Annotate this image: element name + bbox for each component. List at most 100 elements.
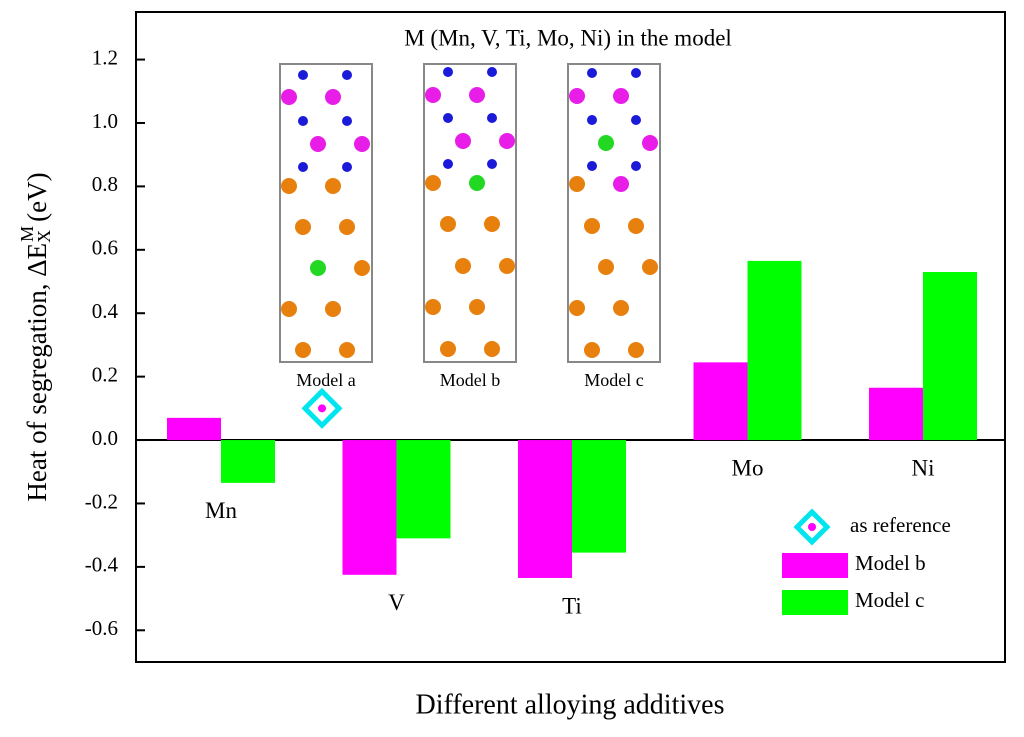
- category-label: Ni: [912, 455, 935, 480]
- atom: [298, 70, 308, 80]
- atom: [587, 68, 597, 78]
- atom: [631, 161, 641, 171]
- legend-label: Model c: [855, 588, 924, 612]
- atom: [298, 116, 308, 126]
- atom: [584, 218, 600, 234]
- atom: [425, 299, 441, 315]
- y-tick-label: 0.0: [92, 426, 118, 450]
- atom: [613, 300, 629, 316]
- atom: [455, 133, 471, 149]
- atom: [443, 113, 453, 123]
- atom: [642, 135, 658, 151]
- y-tick-label: -0.6: [85, 616, 118, 640]
- bar: [572, 440, 626, 553]
- atom: [487, 159, 497, 169]
- atom: [325, 301, 341, 317]
- category-label: Ti: [562, 593, 582, 618]
- model-label: Model a: [296, 370, 355, 390]
- y-tick-label: -0.4: [85, 553, 119, 577]
- atom: [325, 89, 341, 105]
- bar: [221, 440, 275, 483]
- inset-title: M (Mn, V, Ti, Mo, Ni) in the model: [404, 25, 732, 50]
- atom: [440, 341, 456, 357]
- legend-swatch: [782, 590, 848, 615]
- atom: [587, 161, 597, 171]
- atom: [569, 300, 585, 316]
- y-label-sup: M: [17, 226, 37, 242]
- bar: [342, 440, 397, 575]
- atom: [443, 67, 453, 77]
- atom: [281, 89, 297, 105]
- atom: [425, 87, 441, 103]
- model-label: Model c: [584, 370, 643, 390]
- atom: [440, 216, 456, 232]
- y-tick-label: 0.4: [92, 299, 119, 323]
- atom: [342, 70, 352, 80]
- atom: [584, 342, 600, 358]
- y-label-sub: X: [34, 230, 54, 243]
- atom: [642, 259, 658, 275]
- plot-frame: [135, 11, 1006, 663]
- atom: [587, 115, 597, 125]
- atom: [325, 178, 341, 194]
- atom: [310, 260, 326, 276]
- legend-reference-symbol: [793, 508, 831, 546]
- bar: [869, 387, 923, 441]
- atom: [469, 299, 485, 315]
- y-tick-label: 0.2: [92, 362, 118, 386]
- atom: [484, 341, 500, 357]
- y-label-unit: (eV): [22, 172, 52, 221]
- bar: [167, 417, 221, 441]
- atom: [298, 162, 308, 172]
- atom: [613, 88, 629, 104]
- y-label-text: Heat of segregation, ΔE: [22, 243, 52, 502]
- atom: [628, 218, 644, 234]
- legend-label: Model b: [855, 551, 926, 575]
- model-box: [423, 63, 517, 363]
- y-tick-label: 0.8: [92, 172, 118, 196]
- bar: [747, 260, 802, 441]
- atom: [598, 135, 614, 151]
- atom: [339, 219, 355, 235]
- y-tick-label: -0.2: [85, 489, 118, 513]
- reference-marker: [301, 387, 343, 429]
- model-box: [567, 63, 661, 363]
- atom: [487, 113, 497, 123]
- bar: [923, 272, 977, 441]
- atom: [499, 133, 515, 149]
- atom: [469, 87, 485, 103]
- atom: [342, 162, 352, 172]
- atom: [569, 88, 585, 104]
- atom: [342, 116, 352, 126]
- atom: [443, 159, 453, 169]
- category-label: Mn: [205, 498, 237, 523]
- atom: [499, 258, 515, 274]
- atom: [613, 176, 629, 192]
- atom: [425, 175, 441, 191]
- bar: [518, 440, 572, 578]
- atom: [469, 175, 485, 191]
- y-tick-label: 1.2: [92, 45, 118, 69]
- y-tick-label: 1.0: [92, 109, 118, 133]
- atom: [310, 136, 326, 152]
- model-box: [279, 63, 373, 363]
- reference-marker-dot: [318, 404, 326, 413]
- atom: [487, 67, 497, 77]
- atom: [354, 136, 370, 152]
- y-axis-label: Heat of segregation, ΔEXM (eV): [17, 172, 53, 501]
- atom: [281, 178, 297, 194]
- atom: [631, 115, 641, 125]
- atom: [354, 260, 370, 276]
- atom: [339, 342, 355, 358]
- category-label: Mo: [732, 455, 764, 480]
- bar: [693, 362, 748, 441]
- atom: [295, 219, 311, 235]
- legend-label: as reference: [850, 513, 951, 537]
- atom: [295, 342, 311, 358]
- legend-reference-symbol-dot: [808, 523, 816, 531]
- atom: [281, 301, 297, 317]
- x-axis-label: Different alloying additives: [416, 689, 725, 720]
- atom: [598, 259, 614, 275]
- atom: [631, 68, 641, 78]
